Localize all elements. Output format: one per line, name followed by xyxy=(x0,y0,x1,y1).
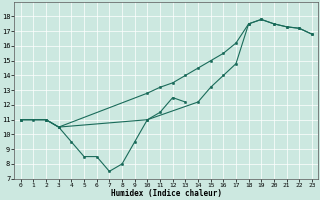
X-axis label: Humidex (Indice chaleur): Humidex (Indice chaleur) xyxy=(111,189,222,198)
